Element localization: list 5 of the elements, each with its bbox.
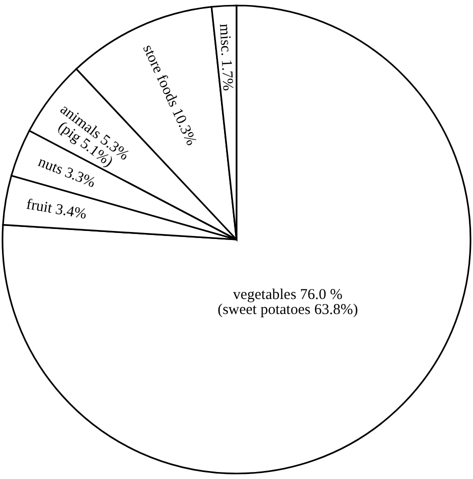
slice-label: fruit 3.4% bbox=[25, 196, 88, 223]
slice-label: misc. 1.7% bbox=[216, 23, 236, 92]
slice-label: vegetables 76.0 % bbox=[232, 287, 343, 304]
text: (sweet potatoes 63.8%) bbox=[218, 302, 358, 318]
slice-label: store foods 10.3% bbox=[139, 42, 200, 148]
